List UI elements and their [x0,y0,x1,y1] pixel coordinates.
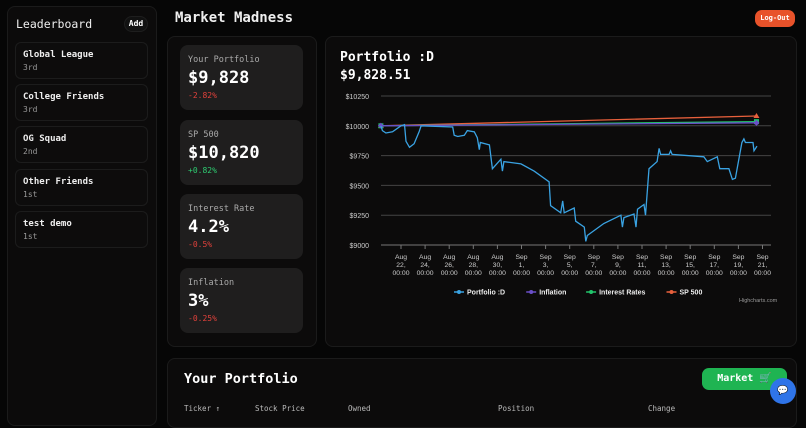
x-tick-label: Aug 22, 00:00 [392,254,409,277]
x-tick-label: Sep 15, 00:00 [682,254,699,277]
league-rank: 3rd [23,105,38,114]
legend-item[interactable]: Inflation [539,290,566,297]
series-line-sp-500 [380,115,757,127]
portfolio-chart: $10250 $10000 $9750 $9500 $9250 $9000 Aug 22, 00… [346,94,772,297]
league-rank: 1st [23,232,38,241]
stat-value: 4.2% [188,217,229,237]
stat-card-portfolio: Your Portfolio $9,828 -2.82% [180,45,303,110]
data-point [753,119,760,126]
x-tick-label: Sep 17, 00:00 [706,254,723,277]
y-tick-label: $9000 [350,243,370,250]
y-tick-label: $9500 [350,183,370,190]
y-tick-label: $9750 [350,154,370,161]
league-name: OG Squad [23,134,67,144]
x-tick-label: Sep 11, 00:00 [633,254,650,277]
leaderboard-title: Leaderboard [16,17,93,31]
league-rank: 3rd [23,63,38,72]
x-tick-label: Sep 19, 00:00 [730,254,747,277]
y-tick-label: $10250 [346,94,369,101]
league-item-global-league[interactable]: Global League 3rd [15,42,148,79]
column-header-ticker[interactable]: Ticker ↑ [184,404,221,413]
portfolio-title: Your Portfolio [184,371,298,387]
y-tick-label: $9250 [350,213,370,220]
x-tick-label: Aug 26, 00:00 [441,254,458,277]
legend-marker [669,290,674,294]
league-item-test-demo[interactable]: test demo 1st [15,211,148,248]
x-tick-label: Aug 24, 00:00 [417,254,434,277]
league-rank: 2nd [23,147,38,156]
legend-marker [589,290,594,294]
x-tick-label: Sep 9, 00:00 [609,254,626,277]
market-label: Market [717,373,754,384]
league-item-other-friends[interactable]: Other Friends 1st [15,169,148,206]
stat-label: SP 500 [188,130,219,140]
stat-card-sp500: SP 500 $10,820 +0.82% [180,120,303,185]
league-rank: 1st [23,190,38,199]
x-tick-label: Sep 13, 00:00 [658,254,675,277]
x-tick-label: Sep 3, 00:00 [537,254,554,277]
leaderboard-sidebar: Leaderboard Add Global League 3rd College… [7,6,157,426]
logout-button[interactable]: Log-Out [755,10,795,27]
legend-item[interactable]: SP 500 [680,290,703,297]
stat-card-interest-rate: Interest Rate 4.2% -0.5% [180,194,303,259]
stat-card-inflation: Inflation 3% -0.25% [180,268,303,333]
stat-change: +0.82% [188,166,217,175]
highcharts-credits[interactable]: Highcharts.com [739,298,778,304]
series-line-inflation [380,122,757,127]
chart-panel: Portfolio :D $9,828.51 $10250 $10000 $9750… [325,36,797,347]
column-header-change[interactable]: Change [648,404,676,413]
stat-label: Your Portfolio [188,55,260,65]
stat-value: 3% [188,291,209,311]
x-tick-label: Sep 1, 00:00 [513,254,530,277]
league-name: Global League [23,50,94,60]
legend-item[interactable]: Interest Rates [599,290,645,297]
legend-item[interactable]: Portfolio :D [467,290,505,297]
data-point [753,113,760,119]
stats-panel: Your Portfolio $9,828 -2.82% SP 500 $10,820… [167,36,317,347]
chat-button[interactable]: 💬 [770,378,796,404]
stat-value: $9,828 [188,68,250,88]
stat-label: Interest Rate [188,204,255,214]
cart-icon: 🛒 [759,373,772,384]
stat-value: $10,820 [188,143,260,163]
legend-marker [457,290,461,294]
league-item-college-friends[interactable]: College Friends 3rd [15,84,148,121]
x-tick-label: Sep 21, 00:00 [754,254,771,277]
chart-value: $9,828.51 [340,68,411,83]
column-header-stock-price[interactable]: Stock Price [255,404,305,413]
x-tick-label: Aug 28, 00:00 [465,254,482,277]
stat-label: Inflation [188,278,235,288]
league-name: test demo [23,219,72,229]
y-tick-label: $10000 [346,124,369,131]
league-name: Other Friends [23,177,94,187]
x-tick-label: Sep 7, 00:00 [585,254,602,277]
chart-title: Portfolio :D [340,50,434,65]
series-line-portfolio-d [380,123,758,242]
chat-icon: 💬 [777,386,789,396]
stat-change: -0.5% [188,240,213,249]
legend-marker [529,290,534,294]
market-button[interactable]: Market 🛒 [702,368,787,390]
portfolio-table-panel: Your Portfolio Market 🛒 Ticker ↑ Stock P… [167,358,797,428]
add-league-button[interactable]: Add [124,16,148,32]
x-tick-label: Aug 30, 00:00 [489,254,506,277]
column-header-position[interactable]: Position [498,404,535,413]
page-title: Market Madness [175,10,294,26]
league-item-og-squad[interactable]: OG Squad 2nd [15,126,148,163]
x-tick-label: Sep 5, 00:00 [561,254,578,277]
column-header-owned[interactable]: Owned [348,404,371,413]
stat-change: -2.82% [188,91,217,100]
league-name: College Friends [23,92,105,102]
stat-change: -0.25% [188,314,217,323]
